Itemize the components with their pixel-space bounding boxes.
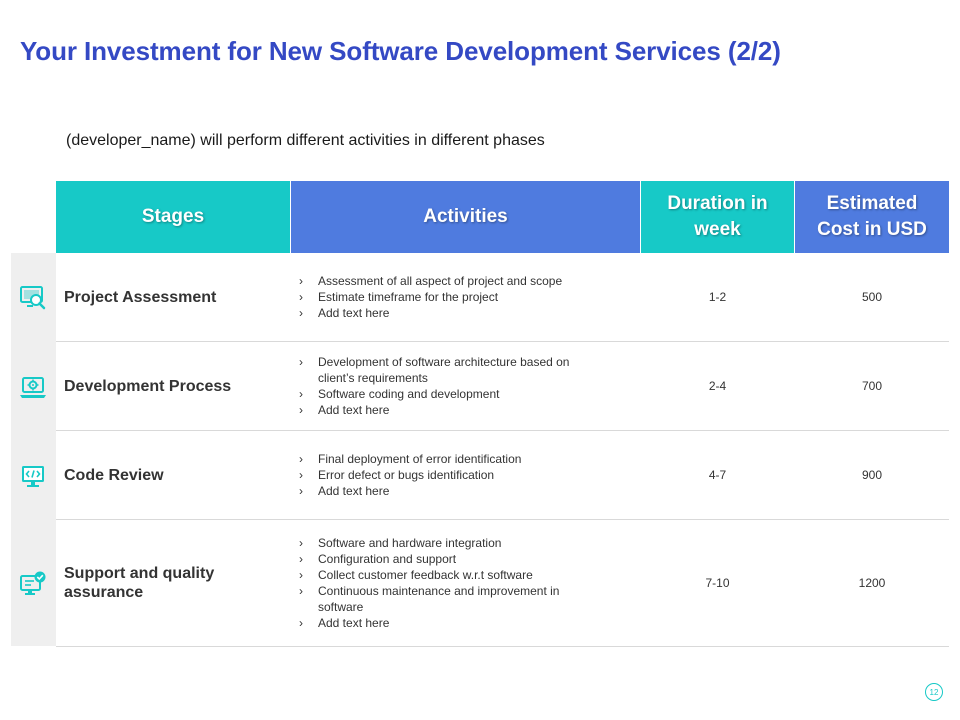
activity-item: Continuous maintenance and improvement i…	[298, 583, 598, 615]
duration-value: 2-4	[708, 379, 727, 393]
duration-value: 4-7	[708, 468, 727, 482]
table-row: Development Process Development of softw…	[56, 342, 949, 431]
activity-item: Configuration and support	[298, 551, 598, 567]
activity-item: Add text here	[298, 402, 598, 418]
activity-item: Collect customer feedback w.r.t software	[298, 567, 598, 583]
table-header: Stages Activities Duration in week Estim…	[56, 181, 949, 253]
header-activities: Activities	[291, 181, 640, 253]
activity-item: Estimate timeframe for the project	[298, 289, 598, 305]
activity-item: Software and hardware integration	[298, 535, 598, 551]
stage-name: Project Assessment	[64, 288, 217, 306]
activity-item: Add text here	[298, 483, 598, 499]
cost-value: 500	[861, 290, 883, 304]
activity-item: Add text here	[298, 615, 598, 631]
activity-item: Error defect or bugs identification	[298, 467, 598, 483]
header-stages: Stages	[56, 181, 290, 253]
header-cost: Estimated Cost in USD	[795, 181, 949, 253]
monitor-check-icon	[20, 571, 46, 595]
activity-item: Add text here	[298, 305, 598, 321]
assessment-monitor-icon	[20, 286, 46, 310]
activities-list: Software and hardware integration Config…	[298, 520, 598, 646]
page-number: 12	[925, 683, 943, 701]
activities-list: Final deployment of error identification…	[298, 431, 598, 519]
table-row: Support and quality assurance Software a…	[56, 520, 949, 647]
duration-value: 1-2	[708, 290, 727, 304]
stage-name: Development Process	[64, 377, 232, 395]
page-subtitle: (developer_name) will perform different …	[66, 132, 545, 149]
page-title: Your Investment for New Software Develop…	[20, 36, 781, 66]
code-monitor-icon	[22, 466, 44, 487]
activities-list: Assessment of all aspect of project and …	[298, 253, 598, 341]
activity-item: Assessment of all aspect of project and …	[298, 273, 598, 289]
stage-name: Code Review	[64, 466, 164, 484]
activities-list: Development of software architecture bas…	[298, 342, 598, 430]
activity-item: Development of software architecture bas…	[298, 354, 598, 386]
table-row: Project Assessment Assessment of all asp…	[56, 253, 949, 342]
cost-value: 900	[861, 468, 883, 482]
activity-item: Final deployment of error identification	[298, 451, 598, 467]
activity-item: Software coding and development	[298, 386, 598, 402]
cost-value: 700	[861, 379, 883, 393]
duration-value: 7-10	[705, 576, 730, 590]
header-duration: Duration in week	[641, 181, 794, 253]
laptop-gear-icon	[20, 377, 46, 398]
stage-name: Support and quality assurance	[64, 565, 215, 601]
table-row: Code Review Final deployment of error id…	[56, 431, 949, 520]
cost-value: 1200	[858, 576, 886, 590]
